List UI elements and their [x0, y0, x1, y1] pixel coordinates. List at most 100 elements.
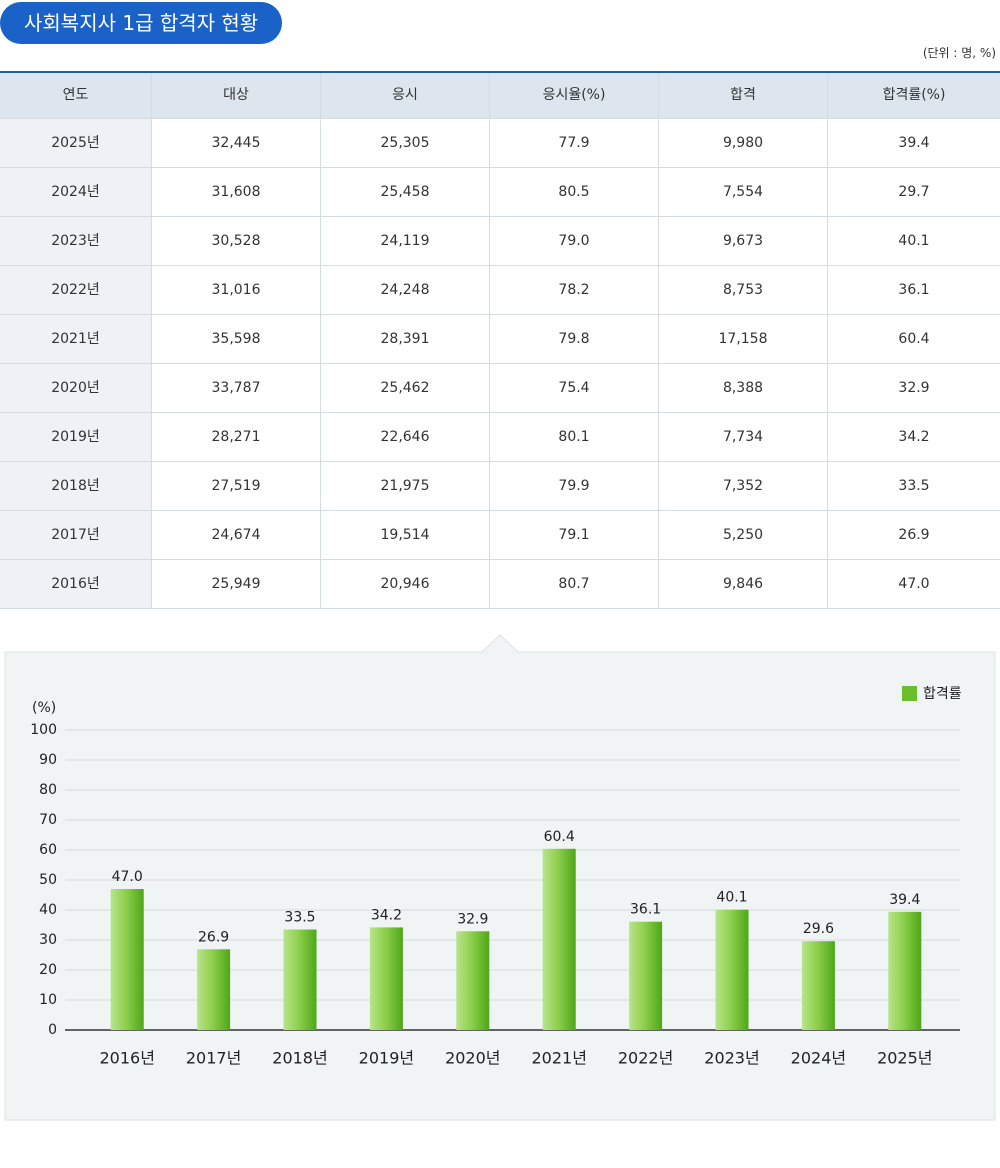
table-cell: 17,158: [658, 315, 827, 363]
table-cell: 32.9: [827, 364, 1000, 412]
data-table: 연도 대상 응시 응시율(%) 합격 합격률(%) 2025년 32,445 25,305 77.…: [0, 71, 1000, 609]
table-cell: 80.5: [489, 168, 658, 216]
table-cell: 24,119: [320, 217, 489, 265]
header-cell: 대상: [151, 73, 320, 118]
table-cell: 8,753: [658, 266, 827, 314]
table-row: 2016년 25,949 20,946 80.7 9,846 47.0: [0, 560, 1000, 609]
table-cell: 2024년: [0, 168, 151, 216]
table-cell: 34.2: [827, 413, 1000, 461]
y-tick-label: 40: [39, 902, 57, 918]
header-cell: 합격률(%): [827, 73, 1000, 118]
table-cell: 21,975: [320, 462, 489, 510]
table-cell: 31,016: [151, 266, 320, 314]
table-cell: 33,787: [151, 364, 320, 412]
table-cell: 36.1: [827, 266, 1000, 314]
table-cell: 39.4: [827, 119, 1000, 167]
x-tick-label: 2023년: [704, 1049, 759, 1068]
x-tick-label: 2018년: [272, 1049, 327, 1068]
table-cell: 33.5: [827, 462, 1000, 510]
table-cell: 5,250: [658, 511, 827, 559]
table-cell: 2019년: [0, 413, 151, 461]
table-cell: 8,388: [658, 364, 827, 412]
y-tick-label: 90: [39, 752, 57, 768]
bar: [369, 927, 403, 1030]
table-cell: 79.8: [489, 315, 658, 363]
table-cell: 28,391: [320, 315, 489, 363]
bar: [456, 931, 490, 1030]
table-cell: 2025년: [0, 119, 151, 167]
table-cell: 7,352: [658, 462, 827, 510]
bar: [110, 889, 144, 1030]
value-label: 60.4: [544, 829, 575, 845]
table-row: 연도 대상 응시 응시율(%) 합격 합격률(%): [0, 73, 1000, 119]
table-row: 2020년 33,787 25,462 75.4 8,388 32.9: [0, 364, 1000, 413]
table-cell: 2017년: [0, 511, 151, 559]
table-cell: 27,519: [151, 462, 320, 510]
legend-swatch: [902, 686, 917, 701]
value-label: 29.6: [803, 921, 834, 937]
table-cell: 2020년: [0, 364, 151, 412]
x-tick-label: 2022년: [618, 1049, 673, 1068]
x-tick-label: 2020년: [445, 1049, 500, 1068]
chart: (%) 0 10 20 30 40 50 60 70 80 90 100 47.0 26.9 33.5 34.…: [4, 634, 996, 1121]
unit-note: (단위 : 명, %): [922, 46, 996, 60]
table-cell: 2021년: [0, 315, 151, 363]
table-cell: 26.9: [827, 511, 1000, 559]
value-label: 32.9: [457, 911, 488, 927]
value-label: 47.0: [112, 869, 143, 885]
table-cell: 79.1: [489, 511, 658, 559]
table-cell: 80.1: [489, 413, 658, 461]
table-row: 2017년 24,674 19,514 79.1 5,250 26.9: [0, 511, 1000, 560]
header-cell: 응시율(%): [489, 73, 658, 118]
table-cell: 25,462: [320, 364, 489, 412]
table-cell: 7,554: [658, 168, 827, 216]
table-cell: 75.4: [489, 364, 658, 412]
table-row: 2024년 31,608 25,458 80.5 7,554 29.7: [0, 168, 1000, 217]
table-cell: 31,608: [151, 168, 320, 216]
table-cell: 2018년: [0, 462, 151, 510]
table-cell: 19,514: [320, 511, 489, 559]
table-row: 2019년 28,271 22,646 80.1 7,734 34.2: [0, 413, 1000, 462]
legend-label: 합격률: [923, 686, 962, 702]
y-tick-label: 20: [39, 962, 57, 978]
x-tick-label: 2025년: [877, 1049, 932, 1068]
table-cell: 30,528: [151, 217, 320, 265]
table-cell: 22,646: [320, 413, 489, 461]
y-tick-label: 0: [48, 1022, 57, 1038]
y-axis-label: (%): [32, 700, 56, 716]
table-cell: 78.2: [489, 266, 658, 314]
table-cell: 25,949: [151, 560, 320, 608]
page-title: 사회복지사 1급 합격자 현황: [0, 2, 283, 44]
x-tick-label: 2024년: [791, 1049, 846, 1068]
table-cell: 77.9: [489, 119, 658, 167]
y-tick-label: 100: [30, 722, 57, 738]
table-cell: 60.4: [827, 315, 1000, 363]
table-cell: 2023년: [0, 217, 151, 265]
table-row: 2018년 27,519 21,975 79.9 7,352 33.5: [0, 462, 1000, 511]
table-cell: 24,674: [151, 511, 320, 559]
table-cell: 32,445: [151, 119, 320, 167]
table-cell: 35,598: [151, 315, 320, 363]
table-cell: 20,946: [320, 560, 489, 608]
y-tick-label: 80: [39, 782, 57, 798]
bar: [197, 949, 231, 1030]
table-cell: 80.7: [489, 560, 658, 608]
table-cell: 40.1: [827, 217, 1000, 265]
chart-panel: [4, 634, 996, 1121]
table-cell: 2022년: [0, 266, 151, 314]
value-label: 36.1: [630, 902, 661, 918]
bar: [715, 909, 749, 1030]
x-tick-label: 2016년: [99, 1049, 154, 1068]
y-tick-label: 60: [39, 842, 57, 858]
table-cell: 25,305: [320, 119, 489, 167]
value-label: 40.1: [716, 890, 747, 906]
header-cell: 합격: [658, 73, 827, 118]
value-label: 34.2: [371, 907, 402, 923]
y-tick-label: 50: [39, 872, 57, 888]
table-cell: 79.0: [489, 217, 658, 265]
table-cell: 9,980: [658, 119, 827, 167]
header-cell: 응시: [320, 73, 489, 118]
table-cell: 7,734: [658, 413, 827, 461]
x-tick-label: 2019년: [359, 1049, 414, 1068]
bar: [542, 848, 576, 1030]
